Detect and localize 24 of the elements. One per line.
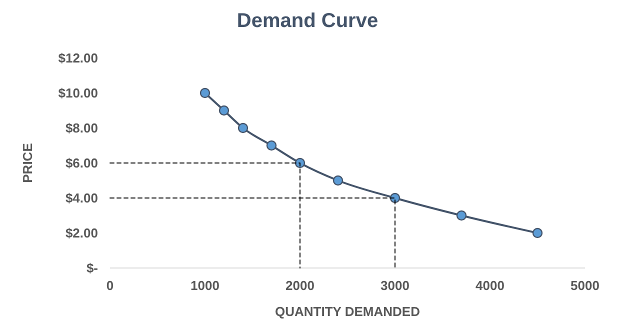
point xyxy=(294,158,306,168)
y-tick-label: $8.00 xyxy=(65,120,98,136)
point xyxy=(218,105,230,116)
y-tick-label: $6.00 xyxy=(65,156,98,171)
x-tick-label: 4000 xyxy=(476,278,504,293)
point xyxy=(456,210,467,221)
x-axis-title: QUANTITY DEMANDED xyxy=(275,304,420,319)
y-tick-label: $10.00 xyxy=(58,86,98,101)
y-tick-label: $12.00 xyxy=(58,50,98,66)
x-tick-label: 1000 xyxy=(190,278,220,293)
point xyxy=(532,228,543,238)
x-tick-label: 3000 xyxy=(380,278,410,293)
point xyxy=(200,88,210,98)
x-tick-label: 2000 xyxy=(286,278,314,293)
y-axis-title: PRICE xyxy=(20,142,35,183)
y-tick-label: $4.00 xyxy=(65,190,98,206)
x-tick-label: 0 xyxy=(106,278,114,293)
point xyxy=(332,175,344,186)
chart-title: Demand Curve xyxy=(236,10,378,32)
y-tick-label: $2.00 xyxy=(65,226,98,241)
point xyxy=(266,140,277,151)
y-tick-label: $- xyxy=(86,260,98,276)
x-tick-label: 5000 xyxy=(570,278,600,293)
point xyxy=(238,122,248,134)
